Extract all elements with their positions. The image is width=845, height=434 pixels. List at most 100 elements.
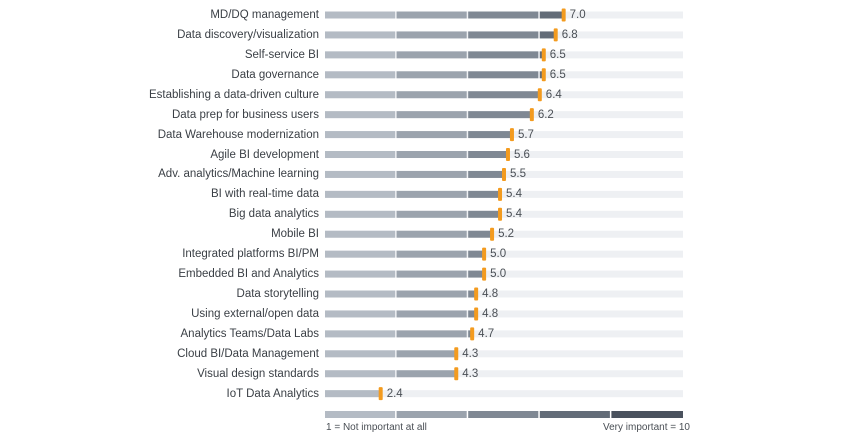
bar-segment [396,151,467,159]
bar-segment [396,310,467,318]
bar-segment [468,11,539,19]
category-label: Agile BI development [210,148,319,161]
scale-min-label: 1 = Not important at all [326,422,427,433]
category-label: Data discovery/visualization [177,28,319,41]
bar-segment [539,11,564,19]
bar-segment [325,170,396,178]
value-label: 5.2 [498,228,515,241]
category-label: Big data analytics [228,208,319,221]
bar-segment [468,91,539,99]
category-label: Data Warehouse modernization [157,128,319,141]
bar-segment [325,151,396,159]
bar-track [325,190,683,198]
value-marker [454,347,459,361]
bar-segment [468,310,477,318]
bar-segment [325,131,396,139]
category-label: Data governance [231,68,319,81]
bar-segment [396,230,467,238]
bar-segment [468,31,539,39]
bar-segment [468,270,485,278]
category-label: Self-service BI [244,48,319,61]
value-marker [482,247,487,261]
scale-band [325,411,396,418]
scale-max-label: Very important = 10 [603,422,690,433]
bar-track [325,330,683,338]
value-marker [454,367,459,381]
value-label: 5.4 [506,188,523,201]
bar-segment [396,330,467,338]
value-marker [470,327,475,341]
scale-band [539,411,610,418]
scale-band [611,411,683,418]
value-label: 4.8 [482,307,499,320]
bar-segment [396,11,467,19]
bar-segment [325,290,396,298]
value-label: 5.0 [490,248,507,261]
value-label: 5.7 [517,128,534,141]
category-label: Using external/open data [191,307,319,320]
bar-segment [325,330,396,338]
bar-segment [396,350,457,358]
scale-band [468,411,539,418]
bar-segment [396,31,467,39]
bar-segment [325,390,381,398]
bar-segment [325,370,396,378]
bar-segment [325,250,396,258]
bar-segment [396,370,457,378]
value-label: 6.5 [549,68,566,81]
bar-segment [396,250,467,258]
value-marker [378,387,383,401]
bar-segment [325,190,396,198]
bar-segment [468,230,493,238]
value-marker [553,28,558,42]
value-label: 6.8 [561,28,578,41]
bar-segment [396,131,467,139]
value-marker [482,267,487,281]
scale-band [396,411,467,418]
bar-segment [396,91,467,99]
bar-segment [325,230,396,238]
value-marker [529,108,534,122]
bar-track [325,310,683,318]
value-marker [474,287,479,301]
bar-segment [325,31,396,39]
bar-segment [468,210,501,218]
bar-track [325,250,683,258]
bar-segment [468,190,501,198]
bar-track [325,390,683,398]
value-label: 6.4 [545,88,562,101]
bar-track [325,230,683,238]
bar-segment [468,290,477,298]
bar-segment [325,350,396,358]
value-label: 5.4 [506,208,523,221]
value-marker [502,167,506,181]
bar-track [325,270,683,278]
bar-segment [325,11,396,19]
value-marker [490,227,495,241]
category-label: Mobile BI [271,228,319,241]
value-label: 6.2 [537,108,554,121]
category-label: IoT Data Analytics [226,387,319,400]
bar-segment [396,270,467,278]
bar-segment [468,151,508,159]
category-label: Establishing a data-driven culture [148,88,319,101]
category-label: BI with real-time data [210,188,319,201]
value-label: 4.8 [482,288,499,301]
value-marker [537,88,542,102]
category-label: Adv. analytics/Machine learning [158,168,319,181]
value-label: 6.5 [549,48,566,61]
category-label: Integrated platforms BI/PM [182,248,319,261]
bar-segment [325,210,396,218]
bar-segment [396,190,467,198]
category-label: Visual design standards [197,367,319,380]
bar-segment [325,270,396,278]
bar-segment [468,51,539,59]
bar-segment [468,250,485,258]
category-label: Data prep for business users [171,108,319,121]
value-label: 4.3 [462,367,479,380]
bar-segment [396,290,467,298]
value-label: 4.7 [478,327,495,340]
bar-segment [539,31,556,39]
value-marker [541,68,546,82]
